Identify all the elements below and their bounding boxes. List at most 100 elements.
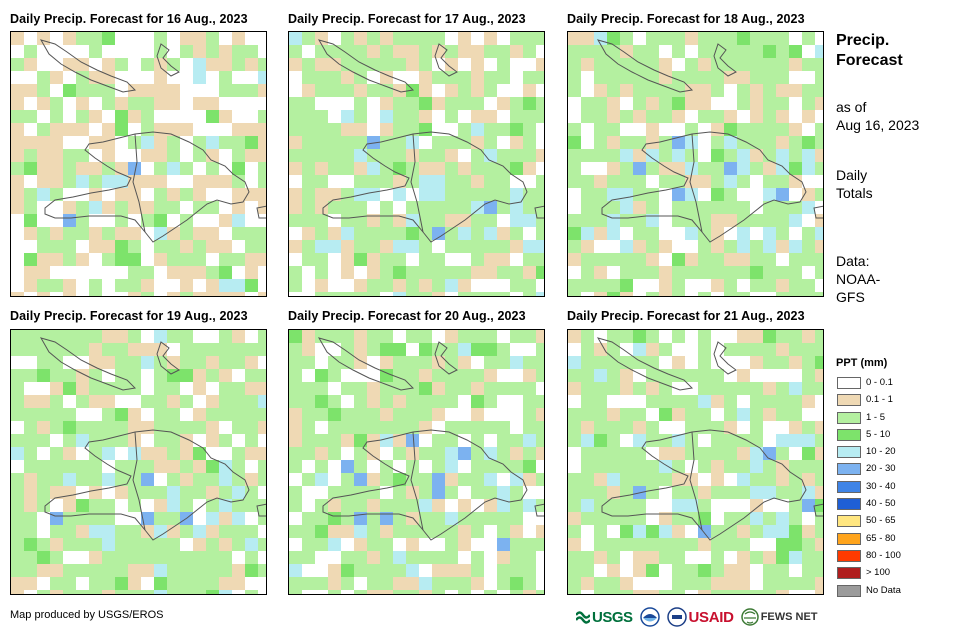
precip-cell [50,110,63,123]
precip-cell [37,266,50,279]
precip-cell [646,473,659,486]
precip-cell [445,240,458,253]
precip-cell [750,525,763,538]
precip-cell [328,577,341,590]
precip-cell [154,590,167,594]
precip-cell [419,564,432,577]
precip-cell [219,421,232,434]
precip-cell [50,408,63,421]
precip-cell [102,499,115,512]
precip-cell [11,292,24,296]
precip-cell [180,486,193,499]
precip-cell [11,551,24,564]
precip-cell [633,538,646,551]
precip-cell [445,97,458,110]
precip-cell [50,369,63,382]
precip-cell [471,58,484,71]
totals-line: Daily [836,167,868,183]
precip-cell [458,590,471,594]
partner-logos: USGS USAID FEWS NET [576,603,818,631]
precip-cell [219,292,232,296]
precip-cell [11,45,24,58]
precip-cell [367,201,380,214]
precip-cell [750,421,763,434]
precip-cell [497,58,510,71]
precip-cell [536,551,544,564]
precip-cell [141,460,154,473]
precip-cell [341,162,354,175]
precip-cell [406,227,419,240]
precip-cell [815,577,823,590]
precip-cell [76,292,89,296]
precip-cell [432,227,445,240]
precip-cell [154,460,167,473]
precip-cell [750,499,763,512]
precip-cell [711,395,724,408]
precip-cell [711,369,724,382]
precip-cell [141,538,154,551]
precip-cell [659,590,672,594]
precip-cell [167,421,180,434]
precip-cell [471,369,484,382]
precip-cell [219,188,232,201]
precip-cell [102,266,115,279]
precip-cell [523,266,536,279]
precip-cell [37,253,50,266]
precip-cell [11,369,24,382]
precip-cell [380,292,393,296]
precip-cell [581,84,594,97]
precip-cell [167,136,180,149]
precip-cell [245,447,258,460]
precip-cell [206,460,219,473]
precip-grid [289,32,544,296]
precip-cell [711,292,724,296]
precip-cell [232,58,245,71]
precip-cell [24,110,37,123]
precip-cell [328,227,341,240]
precip-cell [815,84,823,97]
precip-cell [510,460,523,473]
precip-cell [419,473,432,486]
precip-cell [167,538,180,551]
precip-cell [128,486,141,499]
precip-cell [646,201,659,214]
precip-cell [646,123,659,136]
legend-swatch [837,463,861,476]
precip-cell [154,84,167,97]
hispaniola-outline [44,131,250,243]
precip-grid [289,330,544,594]
precip-cell [393,408,406,421]
precip-cell [258,343,266,356]
precip-cell [63,188,76,201]
precip-cell [11,123,24,136]
precip-cell [76,240,89,253]
precip-cell [471,32,484,45]
precip-cell [302,356,315,369]
precip-cell [315,149,328,162]
precip-cell [607,201,620,214]
precip-cell [406,58,419,71]
precip-cell [685,486,698,499]
precip-cell [393,149,406,162]
precip-cell [776,356,789,369]
precip-cell [646,266,659,279]
precip-cell [445,538,458,551]
precip-cell [89,136,102,149]
precip-cell [815,149,823,162]
precip-cell [536,434,544,447]
precip-cell [646,279,659,292]
precip-cell [354,97,367,110]
precip-cell [393,382,406,395]
precip-cell [219,356,232,369]
precip-cell [607,473,620,486]
precip-cell [341,421,354,434]
precip-cell [471,136,484,149]
precip-cell [432,136,445,149]
precip-cell [302,486,315,499]
precip-cell [724,136,737,149]
precip-cell [594,525,607,538]
precip-cell [302,330,315,343]
precip-cell [245,292,258,296]
precip-cell [37,110,50,123]
precip-cell [167,32,180,45]
